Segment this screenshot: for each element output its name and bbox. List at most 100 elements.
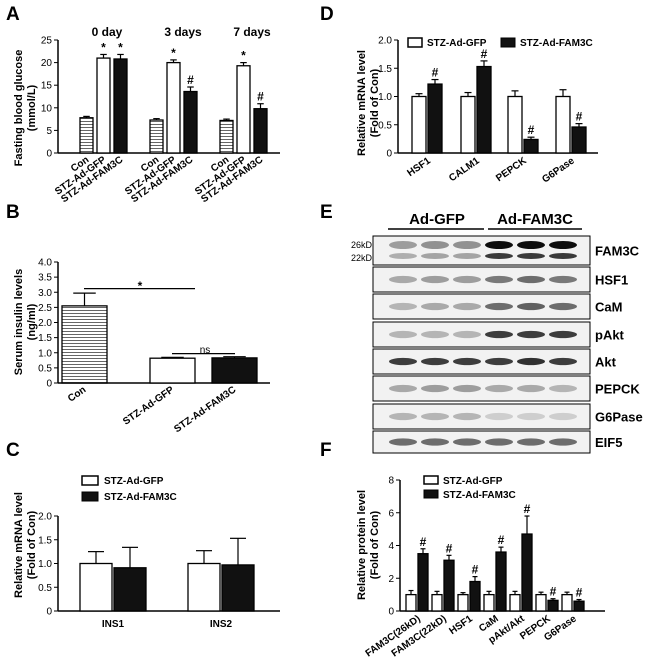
blot-band [453, 357, 481, 366]
blot-band [421, 302, 449, 311]
blot-band [549, 241, 577, 249]
panel-b: Serum insulin levels (ng/ml) * ns [13, 269, 210, 375]
panel-a-g0-bar [79, 117, 94, 154]
panel-d-legend-swatch-gfp [407, 37, 423, 48]
panel-c-ytick-label: 0 [46, 607, 52, 618]
panel-letter-f: F [320, 440, 332, 461]
panel-f-s0-bar [509, 593, 521, 612]
panel-a-g0-bar [96, 57, 111, 154]
panel-d-s0-bar [555, 95, 571, 154]
panel-f-legend-swatch-fam3c [423, 489, 439, 499]
blot-band [421, 438, 449, 446]
panel-d-xlabel: HSF1 [405, 155, 433, 179]
panel-d-legend-fam3c: STZ-Ad-FAM3C [520, 38, 593, 49]
blot-band [421, 275, 449, 284]
panel-d: Relative mRNA level (Fold of Con) STZ-Ad… [356, 37, 593, 156]
panel-d-xlabel: CALM1 [447, 155, 482, 184]
blot-strip [372, 430, 591, 454]
panel-d-ytick-label: 0 [386, 149, 392, 160]
panel-f-ylabel-line2: (Fold of Con) [369, 510, 381, 579]
panel-f-s0-bar [431, 593, 443, 612]
panel-d-s1-significance: # [432, 66, 439, 80]
panel-a: Fasting blood glucose (mmol/L) 0 day 3 d… [13, 25, 271, 166]
panel-c-s1-bar [113, 567, 147, 612]
panel-a-g2-significance: * [241, 49, 246, 63]
panel-a-ytick-label: 15 [41, 81, 53, 92]
blot-band [453, 412, 481, 421]
blot-band [389, 302, 417, 311]
blot-band [453, 302, 481, 311]
panel-f-s1-bar [521, 533, 533, 612]
blot-label: G6Pase [595, 410, 643, 425]
panel-a-g1-bar [183, 90, 198, 154]
panel-d-s1-bar [476, 65, 492, 154]
panel-c-legend-swatch-fam3c [81, 491, 99, 502]
panel-f-ylabel-line1: Relative protein level [356, 490, 368, 600]
panel-a-ytick-label: 10 [41, 103, 53, 114]
blot-band [549, 253, 577, 259]
panel-d-ylabel-line1: Relative mRNA level [356, 50, 368, 156]
blot-band [453, 253, 481, 259]
blot-band [453, 275, 481, 284]
panel-c-ytick-label: 1.5 [38, 535, 52, 546]
blot-band [453, 330, 481, 339]
panel-c-s1-bar [221, 564, 255, 612]
panel-c-xlabel: INS2 [210, 619, 233, 630]
blot-band [421, 384, 449, 393]
panel-b-ns: ns [200, 345, 211, 356]
panel-d-s1-significance: # [528, 123, 535, 137]
panel-letter-b: B [6, 202, 20, 223]
blot-band [389, 330, 417, 339]
blot-band [485, 357, 513, 366]
panel-f-xlabel: HSF1 [447, 613, 475, 637]
panel-f-s1-bar [547, 599, 559, 612]
panel-b-bar [149, 357, 196, 384]
blot-band [517, 275, 545, 284]
panel-b-xlabel: STZ-Ad-FAM3C [172, 384, 238, 435]
blot-band [485, 412, 513, 421]
panel-f-s1-bar [443, 559, 455, 612]
blot-label: CaM [595, 300, 622, 315]
blot-band [389, 275, 417, 284]
panel-d-legend-gfp: STZ-Ad-GFP [427, 38, 487, 49]
panel-b-ytick-label: 2.5 [38, 303, 52, 314]
panel-a-group-title-0day: 0 day [92, 25, 123, 39]
panel-e-kd-22: 22kD [351, 253, 373, 263]
panel-b-star: * [138, 279, 143, 293]
panel-a-group-title-3days: 3 days [164, 25, 202, 39]
panel-d-s1-bar [571, 126, 587, 154]
panel-c-ytick-label: 2.0 [38, 512, 52, 523]
blot-band [517, 357, 545, 366]
panel-b-ytick-label: 4.0 [38, 258, 52, 269]
panel-b-ytick-label: 1.0 [38, 348, 52, 359]
blot-band [517, 412, 545, 421]
panel-a-g2-bar [253, 108, 268, 154]
panel-d-s0-bar [411, 95, 427, 154]
blot-band [389, 357, 417, 366]
panel-f-s1-bar [469, 580, 481, 612]
panel-a-g0-significance: * [101, 40, 106, 54]
panel-a-g0-bar [113, 58, 128, 154]
panel-f-s1-significance: # [576, 586, 583, 600]
panel-f-s0-bar [405, 593, 417, 612]
panel-f-legend-gfp: STZ-Ad-GFP [443, 476, 503, 487]
panel-a-g1-significance: * [171, 46, 176, 60]
panel-f-ytick-label: 4 [388, 541, 394, 552]
panel-f-s1-significance: # [472, 563, 479, 577]
panel-f-s1-significance: # [498, 533, 505, 547]
blot-strip [372, 403, 591, 430]
panel-b-ylabel-line1: Serum insulin levels [13, 269, 25, 375]
panel-c-s0-bar [187, 562, 221, 612]
panel-a-ylabel-line1: Fasting blood glucose [13, 50, 25, 167]
panel-d-xlabel: G6Pase [540, 155, 577, 185]
blot-band [389, 253, 417, 259]
panel-f-legend-fam3c: STZ-Ad-FAM3C [443, 490, 516, 501]
blot-band [485, 241, 513, 249]
blot-band [421, 253, 449, 259]
panel-b-ytick-label: 3.0 [38, 288, 52, 299]
panel-a-ytick-label: 20 [41, 58, 53, 69]
panel-f: Relative protein level (Fold of Con) STZ… [356, 475, 516, 600]
panel-e-group-ad-fam3c: Ad-FAM3C [497, 211, 573, 228]
panel-letter-d: D [320, 4, 334, 25]
panel-b-ytick-label: 2.0 [38, 318, 52, 329]
